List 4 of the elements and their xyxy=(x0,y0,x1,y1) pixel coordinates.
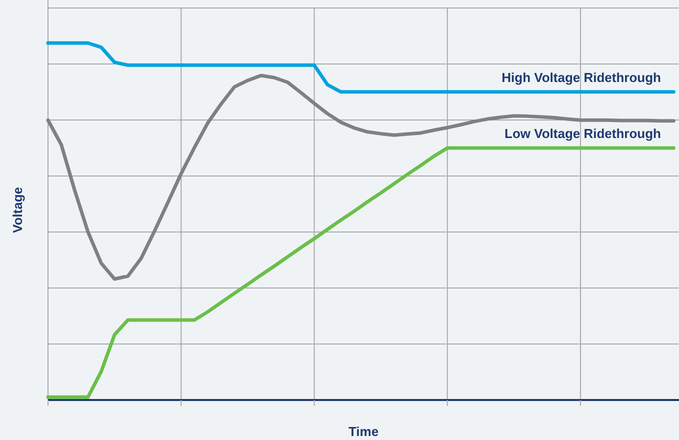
x-axis-title: Time xyxy=(348,424,379,439)
series-label: Low Voltage Ridethrough xyxy=(504,126,662,141)
y-axis-title: Voltage xyxy=(10,187,25,233)
series-label: High Voltage Ridethrough xyxy=(502,70,662,85)
